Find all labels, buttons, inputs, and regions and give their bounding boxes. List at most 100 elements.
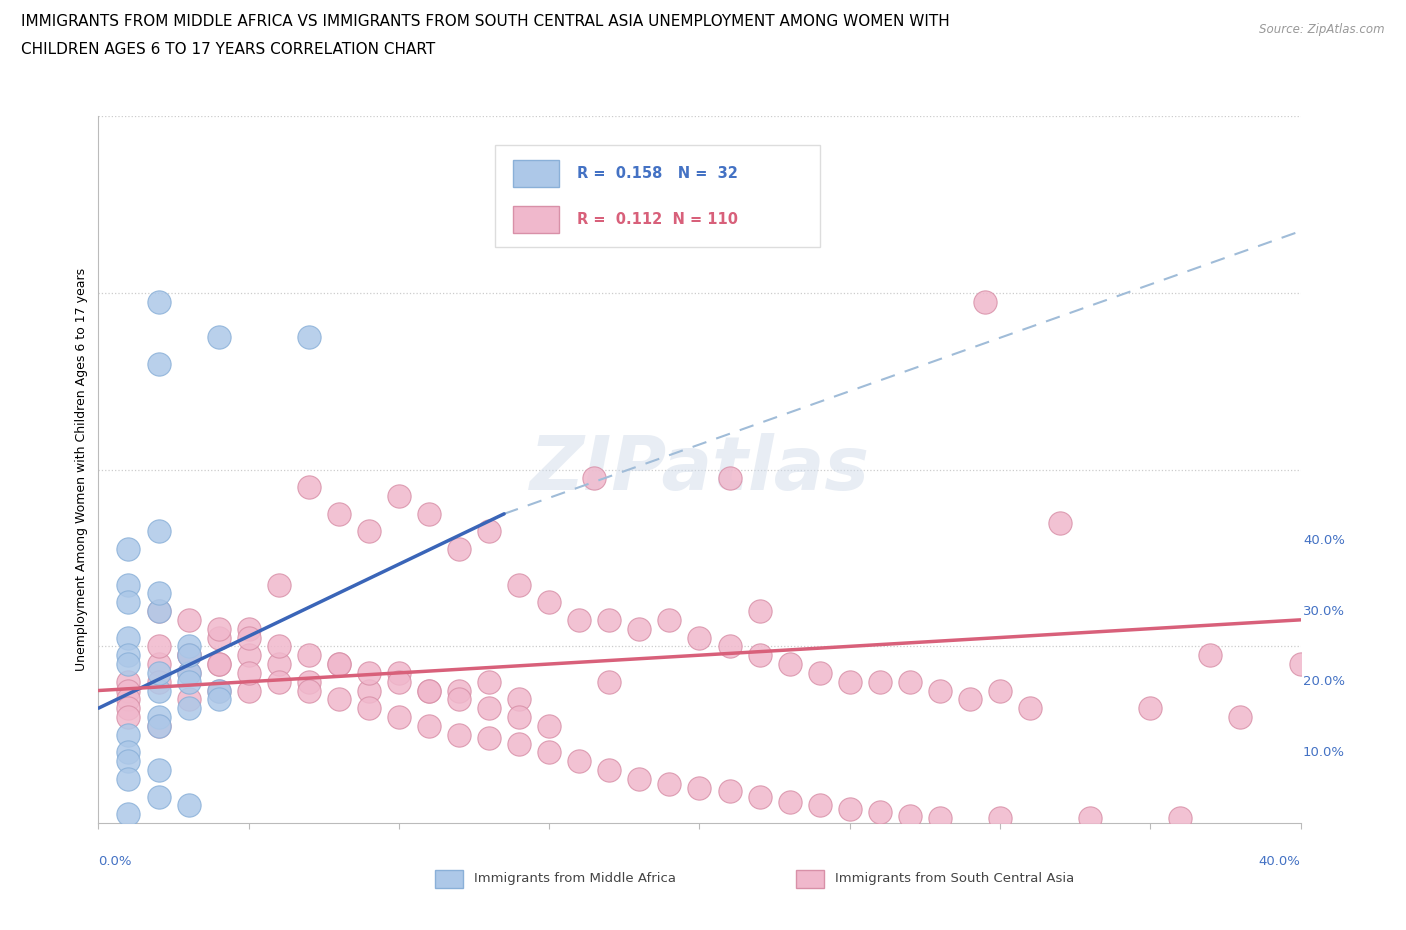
Point bbox=[328, 657, 350, 671]
Bar bbox=[495, 144, 820, 247]
Point bbox=[628, 772, 651, 787]
Point bbox=[508, 577, 530, 592]
Point bbox=[1139, 701, 1161, 716]
Point bbox=[208, 621, 231, 636]
Text: ZIPatlas: ZIPatlas bbox=[530, 433, 869, 506]
Point bbox=[447, 683, 470, 698]
Point bbox=[628, 206, 651, 221]
Point bbox=[808, 666, 831, 681]
Text: 0.0%: 0.0% bbox=[98, 855, 132, 868]
Point bbox=[718, 471, 741, 485]
Point bbox=[598, 674, 620, 689]
Point bbox=[538, 745, 561, 760]
Point bbox=[117, 701, 139, 716]
Text: 40.0%: 40.0% bbox=[1303, 534, 1344, 547]
Point bbox=[568, 753, 591, 768]
Point bbox=[598, 763, 620, 777]
Point bbox=[598, 612, 620, 627]
Point bbox=[974, 295, 997, 310]
Point bbox=[328, 506, 350, 521]
Point bbox=[177, 666, 200, 681]
Point bbox=[508, 692, 530, 707]
Point bbox=[418, 506, 440, 521]
Point bbox=[418, 718, 440, 733]
Point bbox=[568, 612, 591, 627]
Point bbox=[869, 674, 891, 689]
Text: Source: ZipAtlas.com: Source: ZipAtlas.com bbox=[1260, 23, 1385, 36]
Point bbox=[1019, 701, 1042, 716]
Point bbox=[478, 731, 501, 746]
Point bbox=[838, 802, 860, 817]
Point bbox=[208, 683, 231, 698]
Point bbox=[538, 718, 561, 733]
Point bbox=[238, 683, 260, 698]
Point bbox=[267, 674, 290, 689]
Point bbox=[267, 639, 290, 654]
Point bbox=[447, 692, 470, 707]
Point bbox=[1049, 515, 1071, 530]
Point bbox=[148, 657, 170, 671]
Point bbox=[177, 647, 200, 662]
Point bbox=[208, 631, 231, 645]
Point bbox=[478, 674, 501, 689]
Point bbox=[148, 639, 170, 654]
Point bbox=[177, 647, 200, 662]
Point bbox=[1170, 810, 1192, 825]
Point bbox=[208, 330, 231, 345]
Point bbox=[748, 604, 770, 618]
Point bbox=[238, 621, 260, 636]
Point bbox=[357, 701, 380, 716]
Text: CHILDREN AGES 6 TO 17 YEARS CORRELATION CHART: CHILDREN AGES 6 TO 17 YEARS CORRELATION … bbox=[21, 42, 436, 57]
Point bbox=[177, 701, 200, 716]
Text: Immigrants from South Central Asia: Immigrants from South Central Asia bbox=[835, 872, 1074, 885]
Point bbox=[418, 683, 440, 698]
Point bbox=[838, 674, 860, 689]
Point bbox=[478, 524, 501, 538]
Point bbox=[177, 639, 200, 654]
Point bbox=[148, 718, 170, 733]
Point bbox=[808, 798, 831, 813]
Point bbox=[148, 586, 170, 601]
Point bbox=[117, 657, 139, 671]
Point bbox=[718, 784, 741, 799]
Point bbox=[748, 647, 770, 662]
Point bbox=[988, 683, 1011, 698]
Point bbox=[148, 356, 170, 371]
Point bbox=[148, 674, 170, 689]
Point bbox=[357, 524, 380, 538]
Point bbox=[328, 692, 350, 707]
Point bbox=[898, 674, 921, 689]
Point bbox=[177, 612, 200, 627]
Point bbox=[298, 674, 321, 689]
Point bbox=[357, 666, 380, 681]
Point bbox=[148, 666, 170, 681]
Text: Immigrants from Middle Africa: Immigrants from Middle Africa bbox=[474, 872, 676, 885]
Point bbox=[148, 683, 170, 698]
Point bbox=[357, 683, 380, 698]
Point bbox=[208, 657, 231, 671]
Point bbox=[298, 480, 321, 495]
Point bbox=[117, 647, 139, 662]
Bar bbox=[513, 160, 558, 187]
Point bbox=[478, 701, 501, 716]
Point bbox=[388, 666, 411, 681]
Point bbox=[508, 737, 530, 751]
Point bbox=[148, 718, 170, 733]
Point bbox=[688, 631, 710, 645]
Point bbox=[117, 692, 139, 707]
Point bbox=[148, 789, 170, 804]
Text: 40.0%: 40.0% bbox=[1258, 855, 1301, 868]
Point bbox=[177, 666, 200, 681]
Point bbox=[1199, 647, 1222, 662]
Text: 20.0%: 20.0% bbox=[1303, 675, 1346, 688]
Point bbox=[117, 753, 139, 768]
Point bbox=[688, 780, 710, 795]
Point bbox=[298, 683, 321, 698]
Text: R =  0.158   N =  32: R = 0.158 N = 32 bbox=[576, 166, 738, 181]
Point bbox=[447, 541, 470, 556]
Point bbox=[117, 745, 139, 760]
Point bbox=[148, 604, 170, 618]
Point bbox=[1289, 657, 1312, 671]
Point bbox=[117, 806, 139, 822]
Point bbox=[148, 604, 170, 618]
